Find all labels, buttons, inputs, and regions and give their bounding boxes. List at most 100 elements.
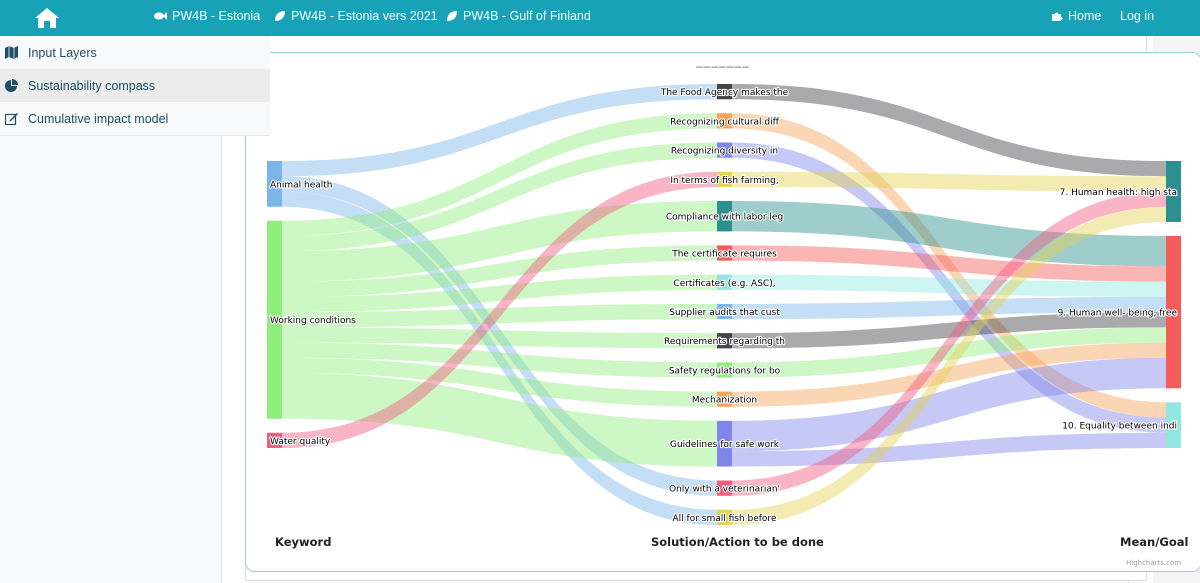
sankey-link[interactable]	[282, 274, 717, 313]
sankey-node[interactable]	[717, 509, 732, 525]
nav-gulf-of-finland[interactable]: PW4B - Gulf of Finland	[446, 9, 591, 23]
sankey-node-label: 10. Equality between indi	[1062, 422, 1177, 432]
nav-estonia-2021[interactable]: PW4B - Estonia vers 2021	[274, 9, 438, 23]
sidebar-item-input-layers[interactable]: Input Layers	[0, 36, 270, 70]
sankey-node-label: The certificate requires	[671, 250, 777, 260]
pie-chart-icon	[5, 79, 18, 92]
column-title-goal: Mean/Goal	[1120, 535, 1188, 549]
sankey-link[interactable]	[732, 142, 1166, 433]
sankey-node[interactable]	[717, 391, 732, 407]
sankey-node-label: Compliance with labor leg	[666, 213, 783, 223]
sankey-link[interactable]	[282, 191, 717, 525]
sankey-link[interactable]	[282, 245, 717, 297]
sankey-node[interactable]	[717, 333, 732, 349]
sankey-node-label: Certificates (e.g. ASC),	[673, 279, 775, 289]
sankey-node[interactable]	[717, 171, 732, 187]
sankey-link[interactable]	[732, 84, 1166, 177]
sidebar-item-label: Input Layers	[28, 45, 97, 60]
sankey-link[interactable]	[732, 342, 1166, 407]
sankey-link[interactable]	[282, 84, 717, 177]
sankey-node-label: 7. Human health: high sta	[1060, 188, 1177, 198]
nav-home[interactable]: Home	[1051, 9, 1101, 23]
sankey-node[interactable]	[717, 303, 732, 320]
sankey-chart-card: Animal health Working conditions Water qua…	[245, 52, 1200, 572]
sankey-node[interactable]	[1166, 235, 1181, 389]
sankey-node-label: Mechanization	[692, 396, 757, 406]
sankey-node[interactable]	[717, 84, 732, 100]
chart-credit[interactable]: Highcharts.com	[1126, 559, 1181, 567]
sankey-node[interactable]	[717, 420, 732, 467]
sankey-link[interactable]	[282, 303, 717, 328]
sankey-link[interactable]	[732, 296, 1166, 320]
sankey-link[interactable]	[282, 357, 717, 407]
sidebar-item-label: Cumulative impact model	[28, 111, 169, 126]
nav-estonia[interactable]: PW4B - Estonia	[153, 9, 260, 23]
nav-estonia-label: PW4B - Estonia	[172, 9, 261, 23]
sankey-link[interactable]	[282, 113, 717, 236]
sankey-link[interactable]	[732, 206, 1166, 526]
sankey-node-label: Working conditions	[270, 316, 356, 326]
sankey-node-label: Only with a veterinarian'	[669, 485, 780, 495]
sankey-link[interactable]	[282, 171, 717, 448]
leaf-icon	[447, 11, 457, 21]
sankey-link[interactable]	[282, 327, 717, 349]
sankey-link[interactable]	[282, 373, 717, 467]
sankey-node[interactable]	[267, 161, 282, 207]
sankey-node-label: Water quality	[270, 437, 331, 447]
sankey-node[interactable]	[717, 142, 732, 158]
home-icon[interactable]	[34, 6, 60, 30]
sankey-node-label: Recognizing diversity in	[671, 147, 778, 157]
sidebar-item-sustainability-compass[interactable]: Sustainability compass	[0, 69, 270, 103]
drag-handle[interactable]: ‒‒‒‒‒‒‒	[696, 59, 750, 73]
sankey-node[interactable]	[267, 432, 282, 448]
nav-login-label: Log in	[1120, 9, 1155, 23]
sankey-link[interactable]	[732, 113, 1166, 418]
sankey-node-label: 9. Human well- being, free	[1058, 309, 1178, 319]
nav-home-label: Home	[1068, 9, 1102, 23]
sankey-link[interactable]	[732, 357, 1166, 452]
sankey-node[interactable]	[717, 362, 732, 378]
sankey-link[interactable]	[282, 176, 717, 496]
sankey-link[interactable]	[732, 312, 1166, 349]
sidebar-item-label: Sustainability compass	[28, 78, 156, 93]
sankey-link[interactable]	[282, 142, 717, 252]
sankey-link[interactable]	[282, 342, 717, 378]
sankey-link[interactable]	[732, 274, 1166, 297]
sankey-node[interactable]	[267, 220, 282, 419]
sankey-link[interactable]	[282, 200, 717, 282]
sankey-link[interactable]	[732, 245, 1166, 282]
sankey-link[interactable]	[732, 200, 1166, 267]
sankey-node[interactable]	[1166, 161, 1181, 222]
sankey-node[interactable]	[717, 200, 732, 232]
top-navbar: PW4B - Estonia PW4B - Estonia vers 2021 …	[0, 0, 1200, 36]
puzzle-icon	[1052, 12, 1063, 21]
sankey-link[interactable]	[732, 327, 1166, 378]
sankey-node[interactable]	[717, 113, 732, 129]
nav-login[interactable]: Log in	[1120, 9, 1154, 23]
sankey-node[interactable]	[1166, 402, 1181, 448]
sankey-node[interactable]	[717, 245, 732, 261]
sankey-node-label: All for small fish before	[673, 514, 777, 524]
sankey-node-label: In terms of fish farming,	[670, 176, 778, 186]
sankey-node-label: Guidelines for safe work	[670, 440, 780, 450]
map-icon	[5, 46, 18, 59]
column-title-keyword: Keyword	[275, 535, 331, 549]
sankey-chart: Animal health Working conditions Water qua…	[267, 84, 1188, 567]
sankey-node-label: Supplier audits that cust	[669, 308, 780, 318]
sankey-link[interactable]	[732, 432, 1166, 467]
sankey-node-label: Animal health	[270, 180, 333, 190]
nav-gulf-label: PW4B - Gulf of Finland	[463, 9, 591, 23]
sankey-link[interactable]	[732, 191, 1166, 496]
sankey-link[interactable]	[732, 171, 1166, 192]
sankey-node-label: Safety regulations for bo	[669, 366, 781, 376]
edit-icon	[5, 113, 18, 125]
sankey-node-label: The Food Agency makes the	[660, 88, 789, 98]
fish-icon	[154, 12, 167, 20]
sankey-node-label: Recognizing cultural diff	[670, 117, 779, 127]
sankey-node-label: Requirements regarding th	[664, 337, 785, 347]
sidebar-item-cumulative-impact[interactable]: Cumulative impact model	[0, 102, 270, 136]
sankey-node[interactable]	[717, 274, 732, 290]
nav-estonia-2021-label: PW4B - Estonia vers 2021	[291, 9, 438, 23]
column-title-solution: Solution/Action to be done	[651, 535, 824, 549]
sankey-node[interactable]	[717, 480, 732, 496]
